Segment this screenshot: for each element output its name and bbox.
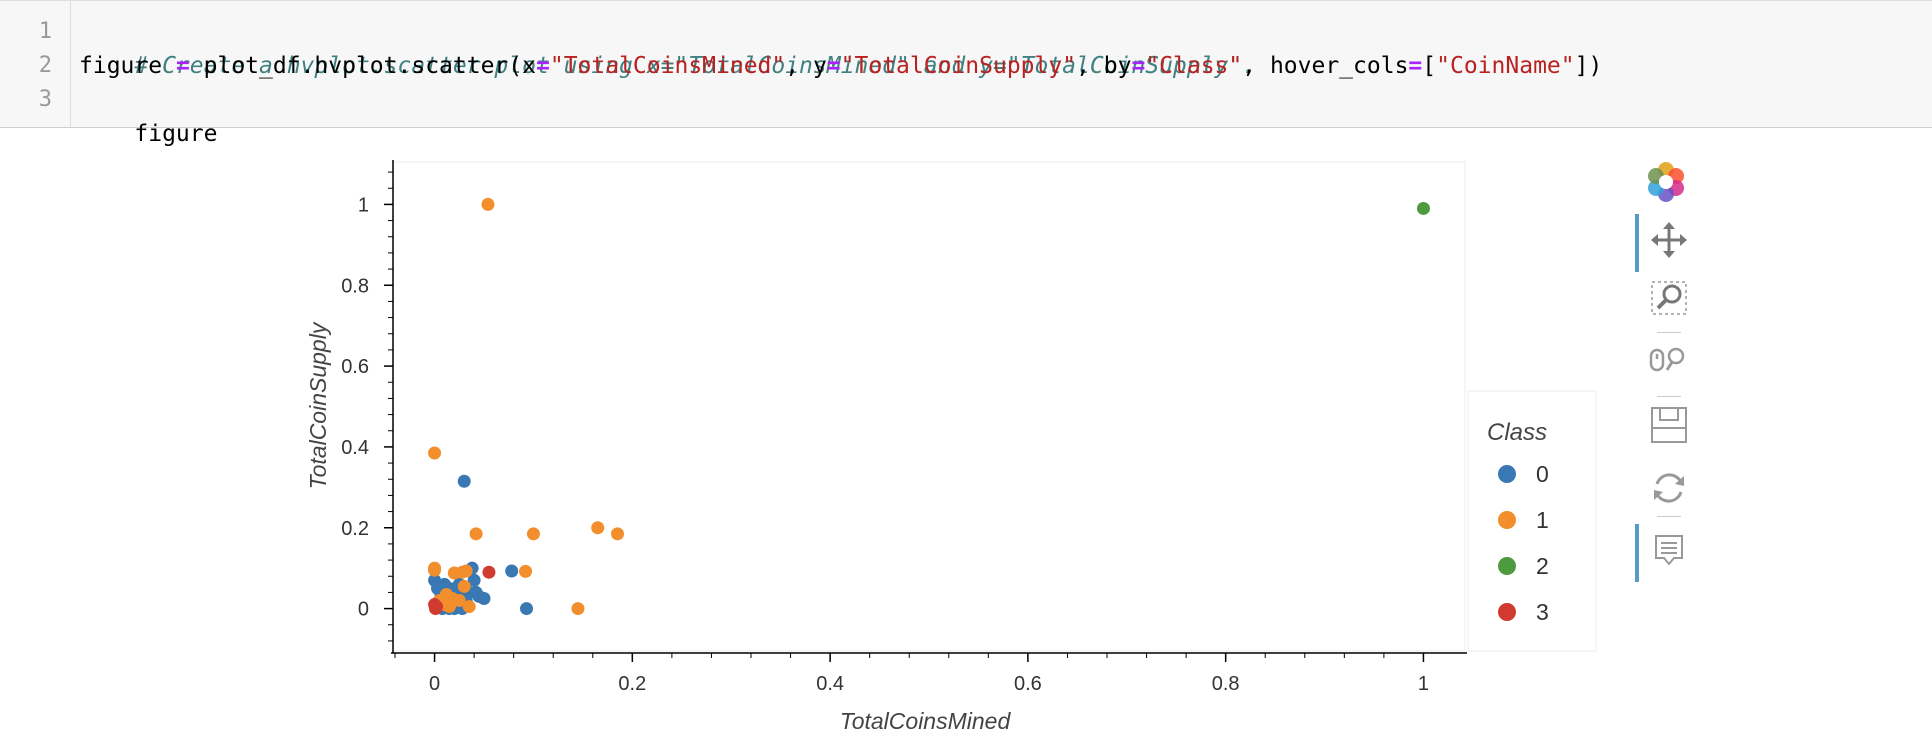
y-tick-label: 0.6 — [341, 356, 369, 378]
data-point-class-1[interactable] — [428, 446, 442, 460]
wheel-zoom-icon — [1649, 347, 1685, 372]
active-indicator — [1635, 214, 1639, 272]
legend-swatch — [1498, 557, 1516, 575]
scatter-plot[interactable]: 0 0.2 0.4 0.6 0.8 1 0 0.2 0.4 0.6 0.8 1 TotalCoins… — [0, 128, 1600, 748]
code-line-1[interactable]: # Create a hvplot.scatter plot using x="… — [79, 15, 1256, 117]
code-operator: = — [1408, 53, 1423, 79]
code-token: , hover_cols — [1242, 53, 1409, 79]
data-point-class-1[interactable] — [462, 600, 476, 614]
save-tool-button[interactable] — [1630, 400, 1700, 450]
data-point-class-2[interactable] — [1416, 201, 1430, 215]
y-axis-title: TotalCoinSupply — [305, 321, 331, 489]
line-number: 2 — [38, 53, 52, 78]
data-point-class-0[interactable] — [505, 564, 519, 578]
data-point-class-3[interactable] — [482, 565, 496, 579]
data-point-class-1[interactable] — [519, 564, 533, 578]
y-tick-label: 0.2 — [341, 518, 369, 540]
code-token: , by — [1076, 53, 1132, 79]
active-indicator — [1635, 524, 1639, 582]
data-point-class-1[interactable] — [481, 197, 495, 211]
data-point-class-1[interactable] — [611, 527, 624, 541]
legend-swatch — [1498, 511, 1516, 529]
code-operator: = — [826, 53, 841, 79]
hover-tool-button[interactable] — [1630, 522, 1700, 582]
code-line-3[interactable]: figure — [79, 83, 217, 185]
legend-item-label[interactable]: 3 — [1536, 599, 1549, 625]
reset-icon — [1654, 473, 1684, 503]
data-point-class-3[interactable] — [429, 602, 443, 616]
code-operator: = — [175, 53, 190, 79]
box-zoom-icon — [1651, 281, 1687, 315]
toolbar-separator — [1657, 516, 1681, 517]
x-axis-title: TotalCoinsMined — [840, 708, 1012, 734]
toolbar-separator — [1657, 396, 1681, 397]
save-icon — [1651, 407, 1687, 443]
code-operator: = — [535, 53, 550, 79]
code-string: "TotalCoinsMined" — [549, 53, 786, 79]
y-tick-label: 0.8 — [341, 275, 369, 297]
code-cell[interactable]: 1 2 3 # Create a hvplot.scatter plot usi… — [0, 0, 1932, 147]
x-tick-label: 0.4 — [816, 673, 844, 695]
data-point-class-1[interactable] — [526, 527, 540, 541]
line-number: 3 — [38, 87, 52, 112]
x-tick-label: 0.8 — [1212, 673, 1240, 695]
toolbar-separator — [1657, 332, 1681, 333]
plot-frame — [392, 161, 1466, 652]
data-point-class-1[interactable] — [571, 602, 585, 616]
data-point-class-0[interactable] — [457, 474, 471, 488]
code-string: "TotalCoinSupply" — [840, 53, 1077, 79]
wheel-zoom-tool-button[interactable] — [1630, 336, 1700, 386]
code-token: plot_df.hvplot.scatter(x — [189, 53, 536, 79]
legend-item-label[interactable]: 1 — [1536, 507, 1549, 533]
code-string: "CoinName" — [1436, 53, 1575, 79]
data-point-class-1[interactable] — [452, 594, 466, 607]
legend[interactable]: Class 0 1 2 3 — [1467, 390, 1597, 652]
data-point-class-1[interactable] — [459, 564, 473, 578]
code-operator: = — [1131, 53, 1146, 79]
legend-item-label[interactable]: 2 — [1536, 553, 1549, 579]
code-string: "Class" — [1145, 53, 1243, 79]
data-point-class-1[interactable] — [457, 579, 471, 593]
legend-swatch — [1498, 603, 1516, 621]
code-token: figure — [79, 53, 176, 79]
code-token: ]) — [1574, 53, 1603, 79]
x-tick-label: 0.2 — [618, 673, 646, 695]
code-comment: # Create a hvplot.scatter plot using x="… — [134, 53, 1257, 79]
data-point-class-1[interactable] — [428, 563, 442, 577]
bokeh-logo-icon — [1648, 162, 1684, 202]
x-axis: 0 0.2 0.4 0.6 0.8 1 — [391, 652, 1467, 695]
data-points[interactable] — [428, 197, 1430, 616]
line-number: 1 — [38, 19, 52, 44]
x-tick-label: 0 — [429, 673, 440, 695]
pan-icon — [1651, 222, 1687, 258]
legend-box — [1467, 390, 1597, 652]
legend-item-label[interactable]: 0 — [1536, 461, 1549, 487]
data-point-class-0[interactable] — [477, 591, 491, 605]
line-number-gutter: 1 2 3 — [0, 1, 71, 127]
reset-tool-button[interactable] — [1630, 462, 1700, 512]
pan-tool-button[interactable] — [1630, 212, 1700, 272]
y-axis: 0 0.2 0.4 0.6 0.8 1 — [341, 160, 394, 653]
bokeh-logo-button[interactable] — [1630, 158, 1700, 208]
code-token: , y — [785, 53, 827, 79]
code-line-2[interactable]: figure = plot_df.hvplot.scatter(x="Total… — [79, 49, 1602, 83]
legend-swatch — [1498, 465, 1516, 483]
data-point-class-0[interactable] — [520, 602, 534, 616]
box-zoom-tool-button[interactable] — [1630, 272, 1700, 322]
legend-title: Class — [1487, 419, 1547, 446]
code-token: [ — [1422, 53, 1437, 79]
data-point-class-1[interactable] — [591, 521, 605, 535]
plot-toolbar — [1630, 150, 1700, 590]
x-tick-label: 0.6 — [1014, 673, 1042, 695]
data-point-class-1[interactable] — [469, 527, 483, 541]
y-tick-label: 0 — [358, 599, 369, 621]
data-point-class-0[interactable] — [467, 573, 481, 587]
hover-icon — [1655, 535, 1683, 566]
y-tick-label: 1 — [358, 194, 369, 216]
code-token: figure — [134, 121, 218, 147]
y-tick-label: 0.4 — [341, 437, 369, 459]
x-tick-label: 1 — [1418, 673, 1429, 695]
